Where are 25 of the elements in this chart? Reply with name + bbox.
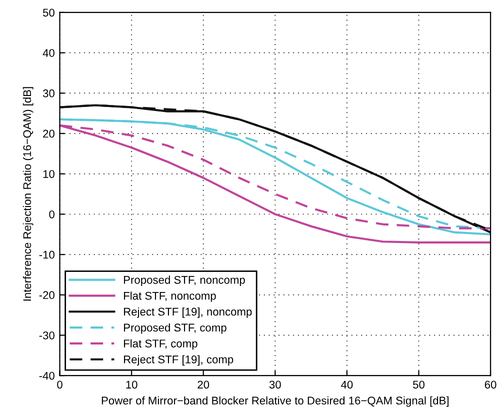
legend-label: Proposed STF, noncomp: [124, 276, 245, 286]
y-tick-label: 0: [49, 210, 54, 218]
y-tick-label: 40: [42, 49, 54, 57]
y-tick-label: 50: [42, 8, 54, 17]
x-tick-label: 40: [341, 380, 353, 389]
y-tick-label: 10: [43, 170, 54, 178]
x-tick-label: 30: [269, 380, 281, 389]
y-tick-label: -10: [39, 250, 54, 259]
x-tick-label: 0: [57, 380, 62, 389]
y-axis-title: Interference Rejection Ratio (16−QAM) [dB]: [22, 87, 34, 301]
legend-label: Reject STF [19], comp: [124, 355, 234, 366]
y-tick-label: 20: [43, 130, 54, 138]
y-tick-label: -20: [39, 291, 54, 300]
x-tick-label: 50: [413, 380, 424, 389]
y-tick-label: -40: [39, 372, 54, 380]
x-tick-label: 20: [198, 380, 210, 389]
x-tick-label: 60: [484, 380, 496, 389]
legend-label: Proposed STF, comp: [124, 323, 226, 334]
y-tick-label: -30: [39, 331, 54, 340]
x-axis-title: Power of Mirror−band Blocker Relative to Desired 16−QAM Signal [dB]: [102, 396, 449, 407]
x-tick-label: 10: [126, 380, 138, 389]
legend-label: Reject STF [19], noncomp: [124, 307, 252, 318]
y-tick-label: 30: [42, 89, 54, 98]
legend-label: Flat STF, comp: [124, 339, 198, 350]
legend-label: Flat STF, noncomp: [124, 292, 216, 302]
